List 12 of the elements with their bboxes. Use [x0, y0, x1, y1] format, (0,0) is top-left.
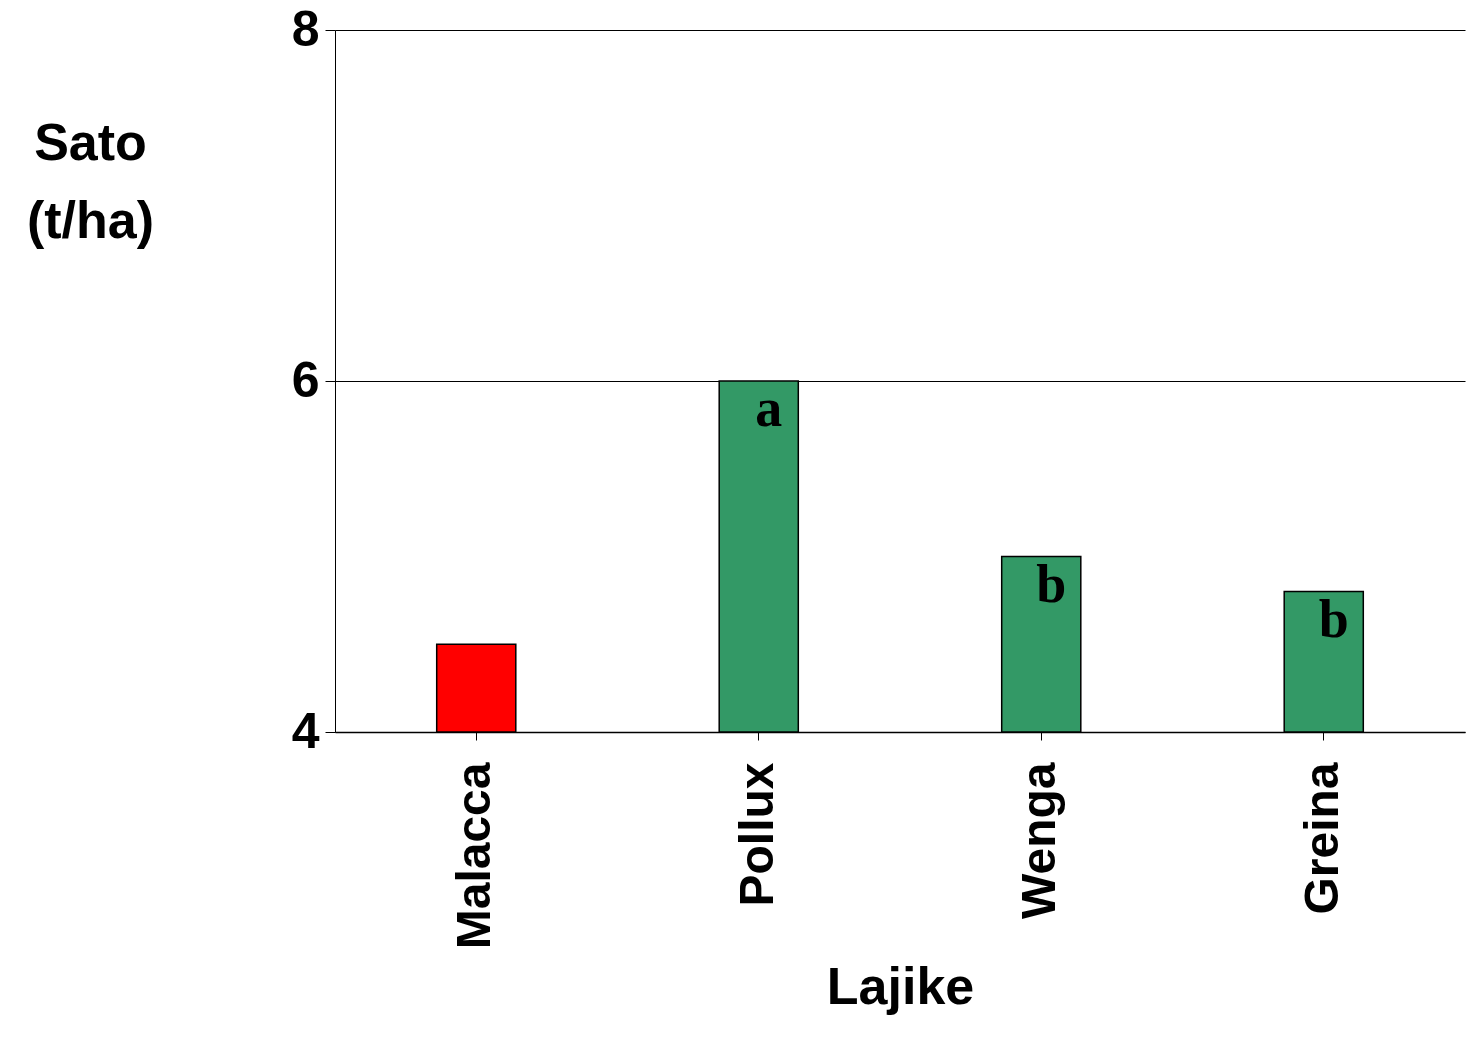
x-tick-label: Wenga — [1012, 762, 1066, 919]
annotation: a — [755, 378, 783, 438]
y-tick-label: 8 — [291, 0, 320, 57]
y-tick-label: 6 — [291, 351, 320, 408]
x-tick-label: Malacca — [447, 762, 501, 950]
x-tick-label: Greina — [1294, 762, 1348, 915]
x-tick-label: Pollux — [729, 762, 783, 907]
x-axis-title: Lajike — [826, 956, 975, 1015]
y-axis-title: Sato (t/ha) — [26, 112, 155, 249]
annotation: b — [1036, 553, 1067, 614]
annotation: b — [1318, 588, 1349, 649]
y-tick-label: 4 — [291, 702, 320, 759]
